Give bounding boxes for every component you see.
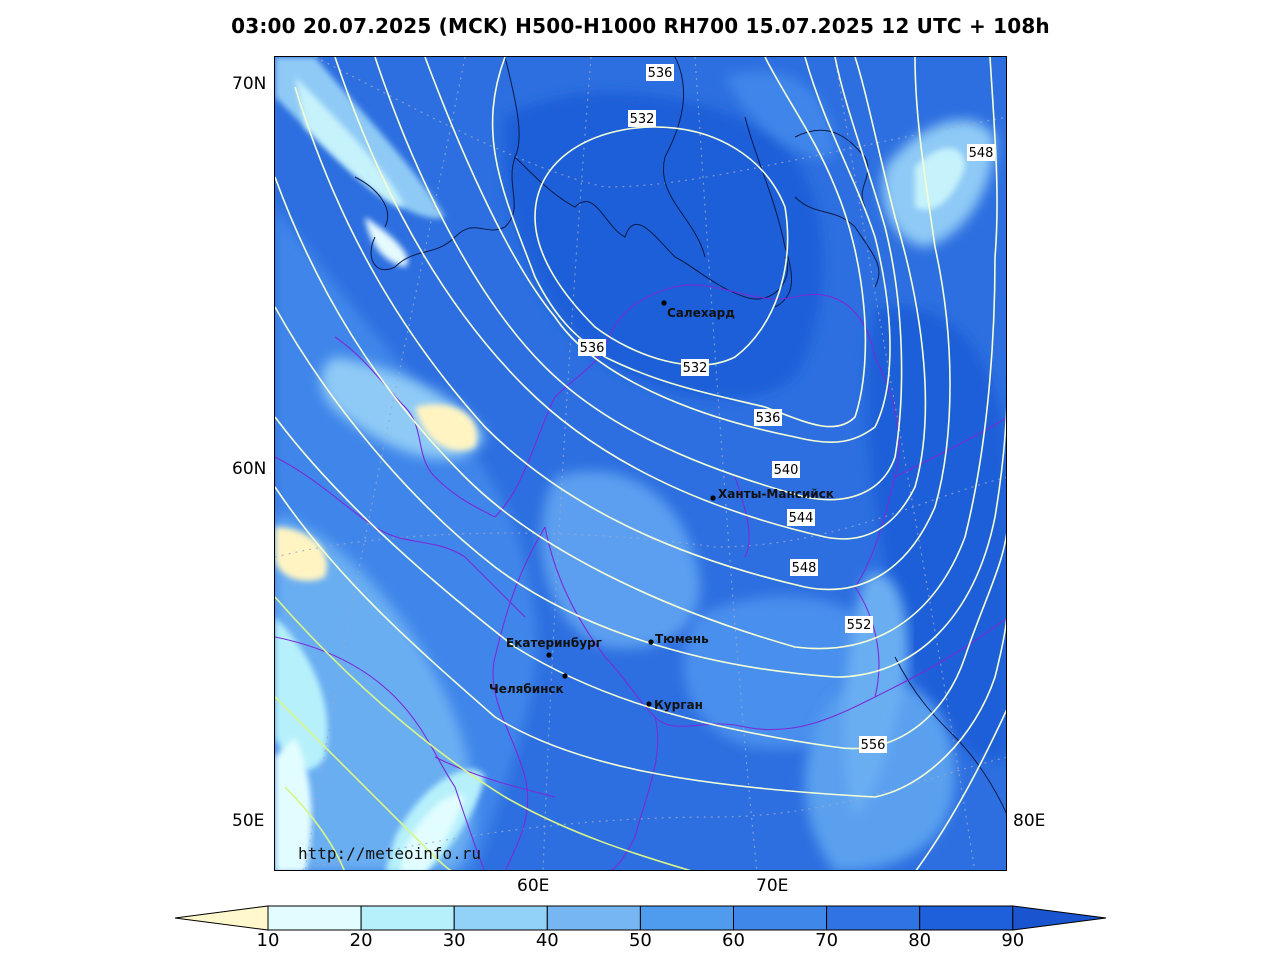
contour-label: 540 bbox=[774, 463, 799, 478]
lon-label-70e: 70E bbox=[756, 876, 789, 896]
lon-label-60e: 60E bbox=[517, 876, 550, 896]
source-watermark[interactable]: http://meteoinfo.ru bbox=[298, 844, 482, 863]
lon-label-80e: 80E bbox=[1013, 811, 1046, 831]
colorbar-tick-label: 90 bbox=[1001, 930, 1025, 951]
city-dot-yekaterinburg bbox=[546, 652, 552, 658]
contour-label: 556 bbox=[861, 738, 886, 753]
colorbar-tick-label: 10 bbox=[256, 930, 280, 951]
city-dot-salekhard bbox=[661, 300, 667, 306]
colorbar-bin bbox=[639, 905, 735, 931]
city-dot-tyumen bbox=[648, 639, 654, 645]
city-label-kurgan: Курган bbox=[654, 698, 703, 712]
contour-label: 544 bbox=[789, 511, 814, 526]
colorbar-tick-label: 70 bbox=[815, 930, 839, 951]
colorbar-bin bbox=[546, 905, 641, 931]
city-dot-kurgan bbox=[646, 701, 652, 707]
city-dot-chelyabinsk bbox=[562, 673, 568, 679]
colorbar-bin bbox=[919, 905, 1014, 931]
colorbar-bin bbox=[733, 905, 828, 931]
colorbar-bin bbox=[360, 905, 455, 931]
lat-label-60n: 60N bbox=[232, 459, 267, 479]
lon-label-50e: 50E bbox=[232, 811, 265, 831]
colorbar-tick-label: 30 bbox=[442, 930, 466, 951]
contour-label: 532 bbox=[683, 361, 708, 376]
contour-label: 548 bbox=[969, 146, 994, 161]
lat-label-70n: 70N bbox=[232, 74, 267, 94]
city-label-salekhard: Салехард bbox=[667, 306, 735, 320]
city-dot-khanty-mansiysk bbox=[710, 495, 716, 501]
colorbar-tick-label: 40 bbox=[535, 930, 559, 951]
humidity-field: 536 532 548 536 532 536 540 544 548 552 … bbox=[275, 57, 1006, 870]
map-title: 03:00 20.07.2025 (MCK) H500-H1000 RH700 … bbox=[231, 14, 1050, 38]
colorbar-extend-low bbox=[174, 905, 269, 931]
city-label-chelyabinsk: Челябинск bbox=[489, 682, 564, 696]
colorbar-tick-label: 80 bbox=[908, 930, 932, 951]
colorbar-extend-high bbox=[1012, 905, 1107, 931]
contour-label: 536 bbox=[648, 66, 673, 81]
city-label-yekaterinburg: Екатеринбург bbox=[506, 636, 602, 650]
colorbar bbox=[174, 905, 1107, 931]
colorbar-bin bbox=[267, 905, 362, 931]
city-label-tyumen: Тюмень bbox=[655, 632, 709, 646]
city-markers: Салехард Ханты-Мансийск Екатеринбург Тюм… bbox=[489, 300, 834, 712]
contour-label: 548 bbox=[792, 561, 817, 576]
colorbar-tick-label: 50 bbox=[628, 930, 652, 951]
colorbar-bin bbox=[453, 905, 548, 931]
colorbar-tick-label: 60 bbox=[722, 930, 745, 951]
city-label-khanty-mansiysk: Ханты-Мансийск bbox=[718, 487, 834, 501]
contour-labels: 536 532 548 536 532 536 540 544 548 552 … bbox=[578, 64, 995, 753]
map-panel: 536 532 548 536 532 536 540 544 548 552 … bbox=[274, 56, 1007, 871]
contour-label: 536 bbox=[580, 341, 605, 356]
colorbar-tick-label: 20 bbox=[349, 930, 373, 951]
contour-label: 536 bbox=[756, 411, 781, 426]
contour-label: 532 bbox=[630, 112, 655, 127]
contour-label: 552 bbox=[847, 618, 872, 633]
colorbar-bin bbox=[826, 905, 921, 931]
